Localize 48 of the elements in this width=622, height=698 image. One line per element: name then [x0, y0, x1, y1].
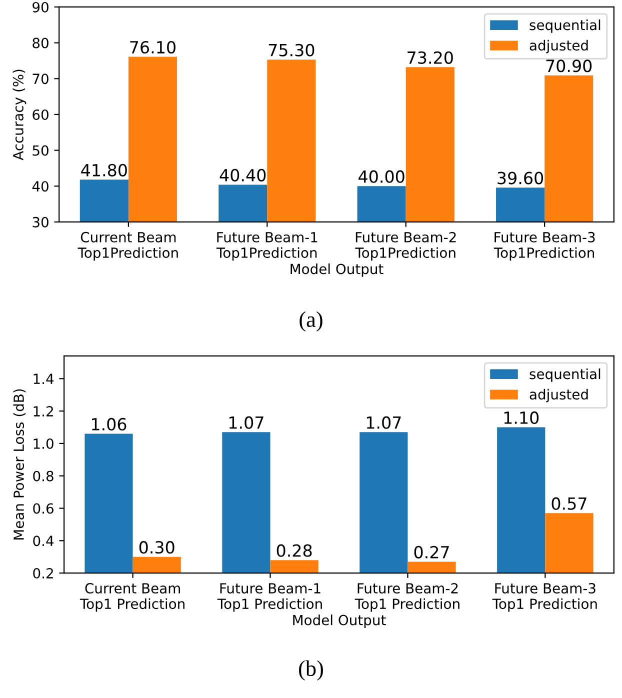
- data-label: 70.90: [546, 60, 592, 72]
- data-label: 41.80: [81, 164, 127, 176]
- y-tick-label: 0.6: [33, 503, 54, 514]
- y-tick-label: 0.4: [33, 536, 54, 546]
- y-tick-label: 1.2: [34, 406, 53, 416]
- text: (a): [300, 311, 322, 332]
- data-label: 0.28: [276, 544, 312, 557]
- y-tick-label: 90: [32, 2, 48, 12]
- x-tick-label: Future Beam-1 Top1 Prediction: [217, 583, 322, 612]
- x-tick-label: Future Beam-2 Top1 Prediction: [354, 583, 460, 612]
- x-tick-label: Current Beam Top1Prediction: [78, 232, 178, 261]
- text: (b): [299, 660, 323, 681]
- y-tick-label: 80: [32, 38, 48, 48]
- x-axis-title: Model Output: [293, 614, 386, 628]
- data-label: 1.06: [92, 418, 126, 431]
- data-label: 1.10: [504, 411, 539, 424]
- data-label: 75.30: [268, 44, 314, 56]
- data-label: 39.60: [498, 172, 544, 184]
- x-tick-label: Future Beam-3 Top1Prediction: [494, 232, 595, 261]
- y-tick-label: 1.0: [34, 438, 54, 449]
- y-tick-label: 0.8: [33, 470, 54, 482]
- x-tick-label: Current Beam Top1 Prediction: [80, 583, 184, 612]
- x-tick-label: Future Beam-2 Top1Prediction: [355, 232, 456, 261]
- data-label: 40.00: [358, 170, 404, 183]
- y-tick-label: 1.4: [34, 374, 54, 384]
- data-label: 0.27: [414, 546, 449, 558]
- data-label: 0.30: [139, 541, 174, 554]
- legend-label: adjusted: [530, 40, 588, 54]
- data-label: 76.10: [130, 40, 176, 54]
- y-tick-label: 70: [32, 74, 48, 84]
- y-tick-label: 50: [32, 145, 48, 156]
- y-tick-label: 40: [32, 181, 48, 192]
- y-axis-title: Mean Power Loss (dB): [13, 389, 26, 540]
- x-tick-label: Future Beam-3 Top1 Prediction: [492, 583, 597, 612]
- data-label: 0.57: [552, 497, 586, 510]
- data-label: 1.07: [366, 416, 401, 429]
- legend-label: adjusted: [530, 388, 588, 402]
- y-tick-label: 60: [32, 109, 48, 120]
- data-label: 73.20: [408, 51, 453, 64]
- x-axis-title: Model Output: [290, 263, 384, 277]
- x-tick-label: Future Beam-1 Top1Prediction: [216, 232, 318, 261]
- legend-label: sequential: [530, 19, 600, 33]
- data-label: 40.40: [220, 168, 266, 182]
- data-label: 1.07: [229, 416, 264, 429]
- y-tick-label: 30: [32, 216, 48, 228]
- y-axis-title: Accuracy (%): [12, 70, 26, 160]
- y-tick-label: 0.2: [33, 568, 53, 579]
- legend-label: sequential: [530, 368, 600, 382]
